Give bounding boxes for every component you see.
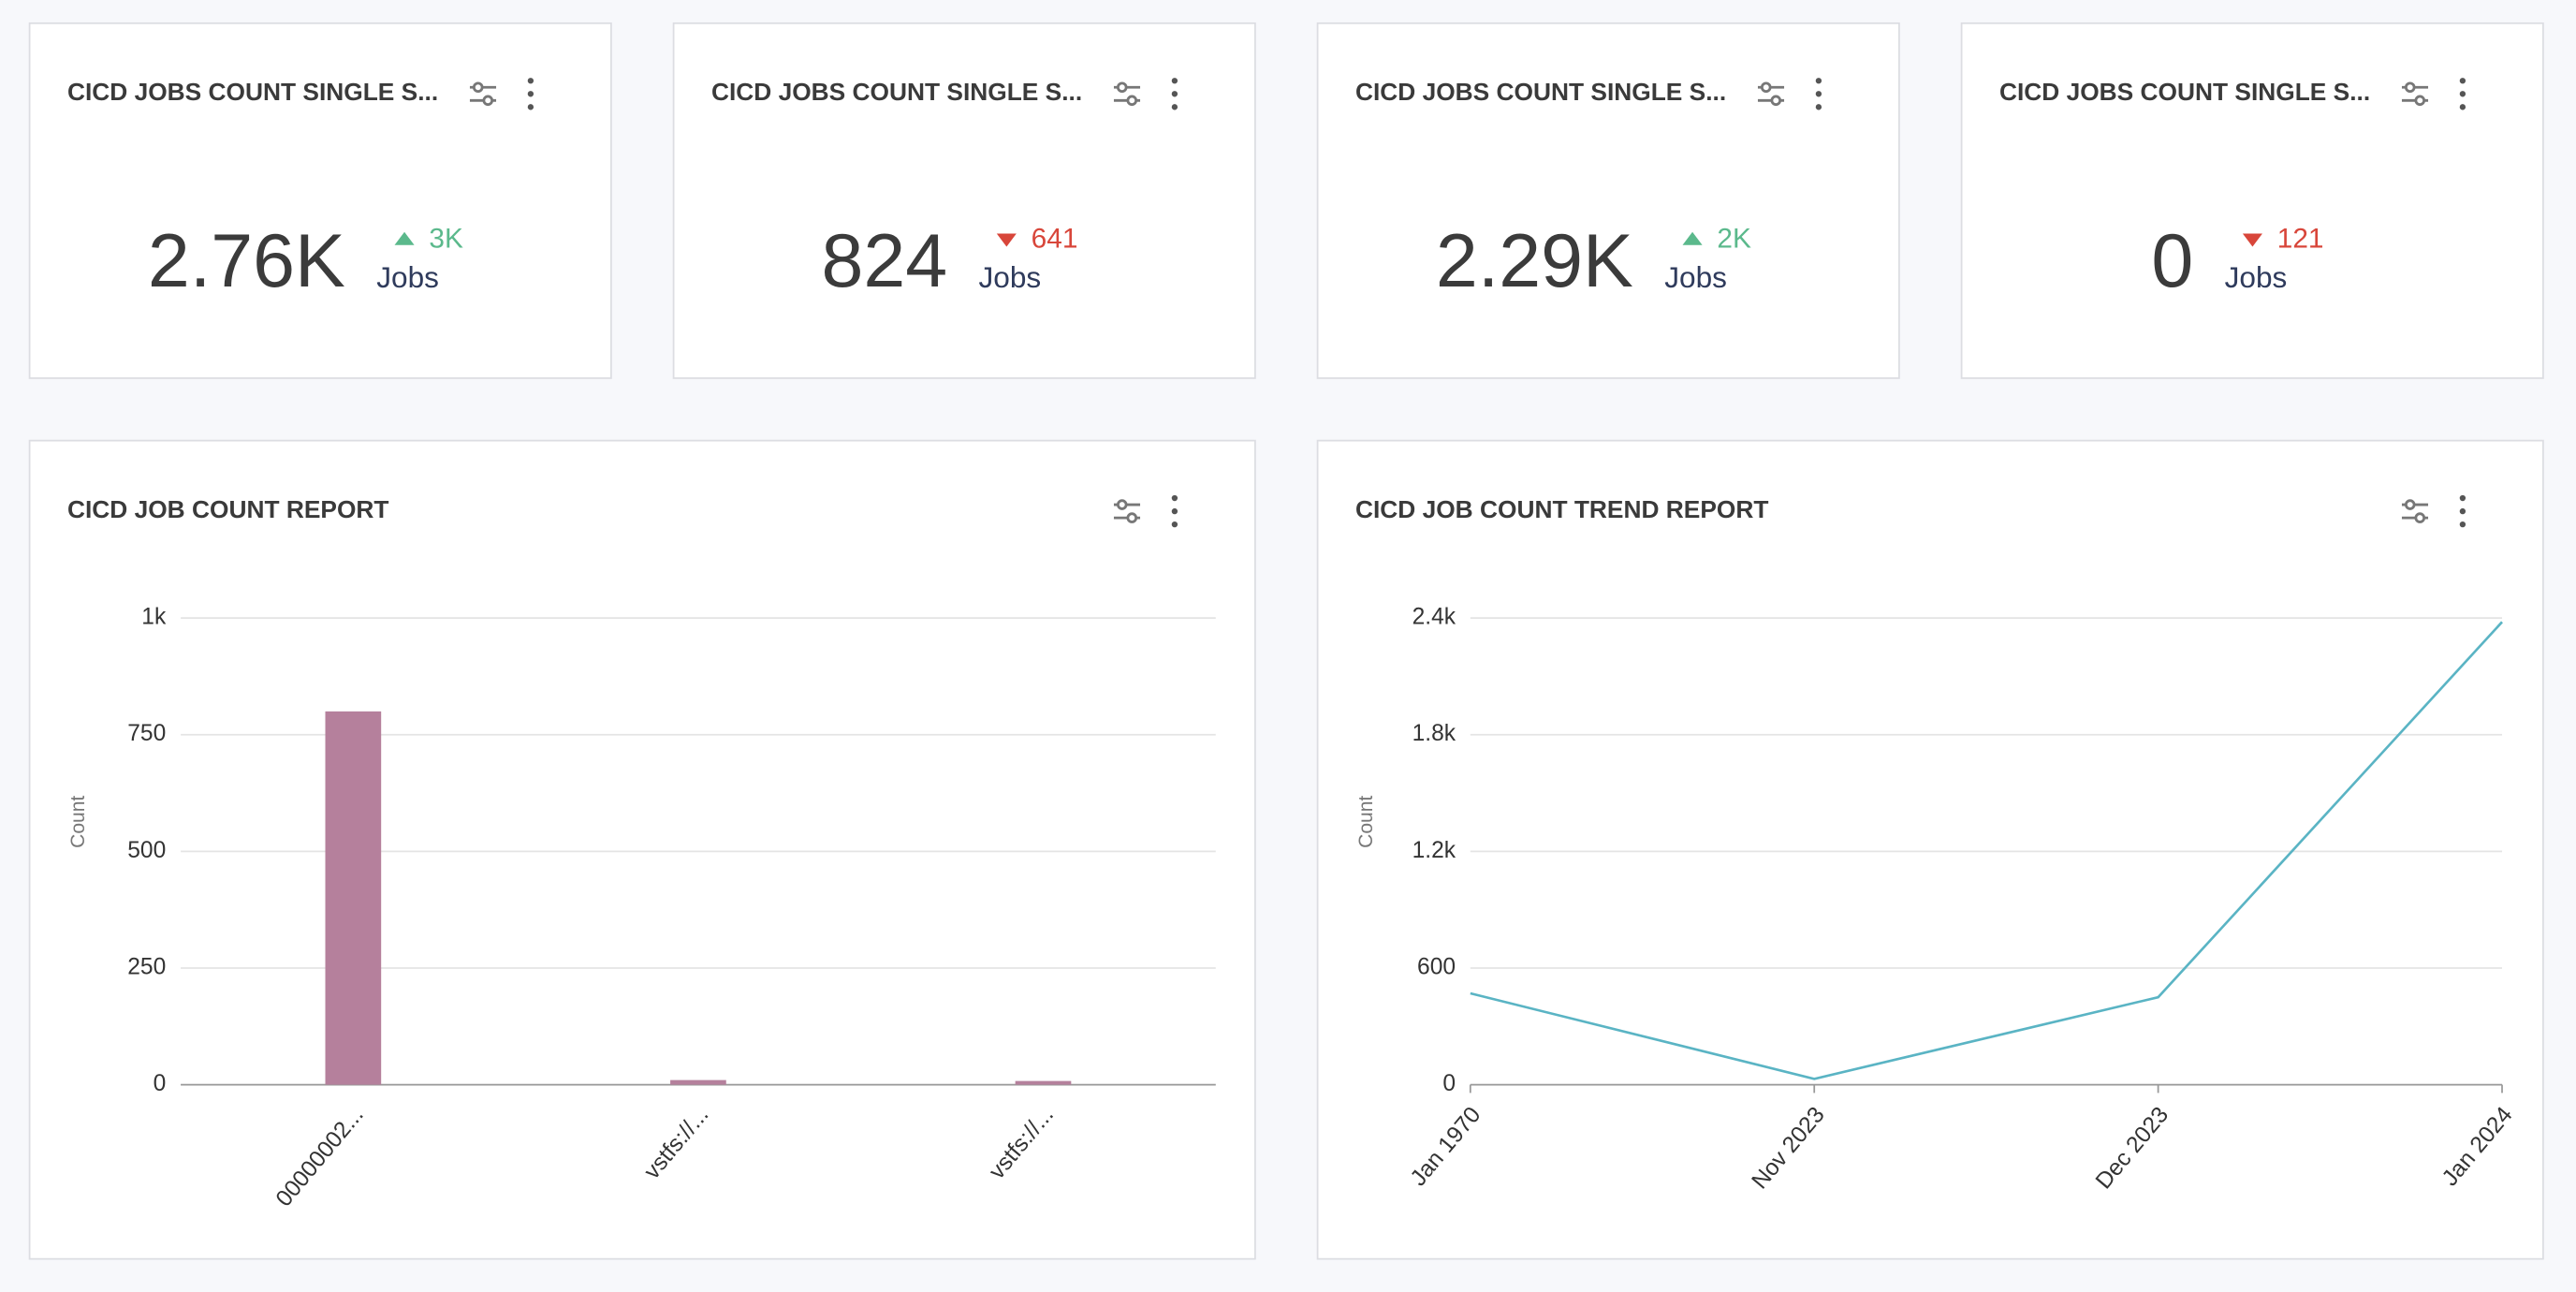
icon-shape <box>2459 91 2466 97</box>
bar <box>1015 1080 1072 1085</box>
icon-shape <box>1815 78 1822 84</box>
icon-shape <box>1171 521 1178 528</box>
icon-shape <box>1171 78 1178 84</box>
menu-icon[interactable] <box>527 78 534 110</box>
icon-shape <box>2404 499 2416 510</box>
stat-group: 2.76K Jobs 3K <box>148 219 463 303</box>
stat-card <box>672 22 1256 379</box>
icon-shape <box>527 91 534 97</box>
icon-shape <box>1126 95 1138 107</box>
icon-shape <box>1171 494 1178 502</box>
stat-unit: Jobs <box>2225 260 2288 294</box>
card-title: CICD JOBS COUNT SINGLE S... <box>1999 78 2370 106</box>
line-series <box>1470 621 2503 1080</box>
chart-card <box>1316 439 2544 1260</box>
bar <box>325 711 382 1085</box>
icon-shape <box>2459 521 2466 528</box>
icon-shape <box>482 95 494 107</box>
icon-shape <box>2459 494 2466 502</box>
stat-value: 824 <box>821 219 947 303</box>
stat-delta: 3K <box>429 223 463 254</box>
stat-group: 0 Jobs 121 <box>2151 219 2323 303</box>
icon-shape <box>1116 499 1128 510</box>
y-tick-label: 1.8k <box>1412 721 1456 746</box>
trend-arrow <box>2242 233 2262 247</box>
settings-icon[interactable] <box>2401 81 2429 107</box>
icon-shape <box>1770 95 1782 107</box>
menu-icon[interactable] <box>2459 494 2466 528</box>
icon-shape <box>527 104 534 110</box>
chart-title: CICD JOB COUNT REPORT <box>67 495 389 523</box>
stat-group: 2.29K Jobs 2K <box>1436 219 1751 303</box>
menu-icon[interactable] <box>2459 78 2466 110</box>
card-title: CICD JOBS COUNT SINGLE S... <box>67 78 438 106</box>
stat-card <box>1960 22 2544 379</box>
stat-delta: 121 <box>2277 223 2324 254</box>
settings-icon[interactable] <box>1757 81 1785 107</box>
stat-unit: Jobs <box>978 260 1041 294</box>
icon-shape <box>2414 512 2426 523</box>
trend-arrow <box>394 231 415 245</box>
y-tick-label: 500 <box>127 838 166 863</box>
settings-icon[interactable] <box>2401 499 2429 523</box>
icon-shape <box>527 78 534 84</box>
y-tick-label: 1.2k <box>1412 838 1456 863</box>
stat-value: 2.29K <box>1436 219 1633 303</box>
stat-unit: Jobs <box>1664 260 1727 294</box>
icon-shape <box>2404 81 2416 94</box>
y-tick-label: 0 <box>154 1071 167 1096</box>
icon-shape <box>1815 91 1822 97</box>
y-axis-label: Count <box>67 796 89 848</box>
icon-shape <box>2459 78 2466 84</box>
icon-shape <box>2414 95 2426 107</box>
settings-icon[interactable] <box>1113 499 1141 523</box>
menu-icon[interactable] <box>1815 78 1822 110</box>
icon-shape <box>1760 81 1772 94</box>
icon-shape <box>2459 507 2466 515</box>
icon-shape <box>1815 104 1822 110</box>
y-tick-label: 1k <box>141 605 167 630</box>
y-axis-label: Count <box>1355 796 1377 848</box>
stat-value: 2.76K <box>148 219 345 303</box>
settings-icon[interactable] <box>469 81 497 107</box>
icon-shape <box>1126 512 1138 523</box>
chart-card <box>28 439 1256 1260</box>
stat-value: 0 <box>2151 219 2193 303</box>
bar <box>670 1079 726 1085</box>
y-tick-label: 250 <box>127 954 166 979</box>
menu-icon[interactable] <box>1171 494 1178 528</box>
card-title: CICD JOBS COUNT SINGLE S... <box>711 78 1082 106</box>
icon-shape <box>472 81 484 94</box>
stat-delta: 641 <box>1032 223 1078 254</box>
menu-icon[interactable] <box>1171 78 1178 110</box>
y-tick-label: 0 <box>1442 1071 1456 1096</box>
y-tick-label: 2.4k <box>1412 605 1456 630</box>
trend-arrow <box>996 233 1017 247</box>
stat-card <box>1316 22 1900 379</box>
stat-unit: Jobs <box>376 260 439 294</box>
settings-icon[interactable] <box>1113 81 1141 107</box>
stat-group: 824 Jobs 641 <box>821 219 1077 303</box>
chart-title: CICD JOB COUNT TREND REPORT <box>1355 495 1768 523</box>
stat-delta: 2K <box>1717 223 1751 254</box>
icon-shape <box>1171 104 1178 110</box>
y-tick-label: 750 <box>127 721 166 746</box>
y-tick-label: 600 <box>1417 954 1456 979</box>
icon-shape <box>1171 507 1178 515</box>
card-title: CICD JOBS COUNT SINGLE S... <box>1355 78 1726 106</box>
trend-arrow <box>1682 231 1703 245</box>
icon-shape <box>1171 91 1178 97</box>
stat-card <box>28 22 612 379</box>
icon-shape <box>1116 81 1128 94</box>
icon-shape <box>2459 104 2466 110</box>
